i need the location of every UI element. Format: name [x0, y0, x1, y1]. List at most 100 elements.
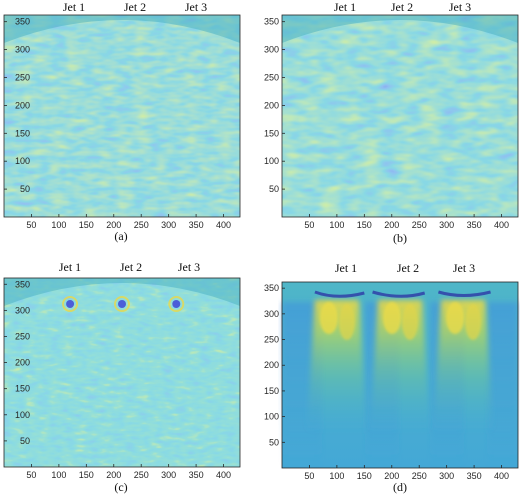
x-tick-label: 100 [329, 471, 344, 481]
y-tick-label: 100 [15, 156, 30, 166]
y-tick-label: 50 [269, 184, 279, 194]
y-tick-label: 100 [15, 410, 30, 420]
panel-c: 350 300 250 200 150 100 50 50 100 150 200 250 300 350… [3, 260, 241, 494]
panel-d: 350 300 250 200 150 100 50 50 100 150 200 250 300 350… [264, 261, 519, 494]
plume-core-right-1 [338, 304, 355, 340]
panel-caption: (d) [393, 480, 407, 494]
x-tick-label: 350 [467, 220, 482, 230]
x-tick-label: 400 [216, 470, 231, 480]
nozzle-region [4, 278, 240, 306]
jet-label-2: Jet 2 [124, 0, 146, 14]
jet-label-2: Jet 2 [397, 261, 419, 275]
jet-label-1: Jet 1 [63, 0, 85, 14]
axes-frame [3, 277, 241, 468]
low-velocity-gap-4 [487, 302, 518, 468]
x-tick-label: 250 [134, 470, 149, 480]
x-tick-label: 150 [79, 470, 94, 480]
y-tick-label: 350 [15, 17, 30, 27]
nozzle-region [4, 15, 240, 43]
jet-label-1: Jet 1 [59, 260, 81, 274]
y-tick-label: 200 [15, 100, 30, 110]
y-tick-label: 250 [264, 72, 279, 82]
x-tick-label: 50 [304, 220, 314, 230]
jet-label-3: Jet 3 [449, 0, 471, 14]
x-tick-label: 350 [467, 471, 482, 481]
x-tick-label: 350 [189, 470, 204, 480]
jet-label-2: Jet 2 [391, 0, 413, 14]
nozzle-edge [314, 290, 491, 298]
y-tick-label: 150 [264, 128, 279, 138]
jet-label-3: Jet 3 [453, 261, 475, 275]
x-tick-label: 300 [161, 470, 176, 480]
y-tick-label: 250 [15, 72, 30, 82]
x-tick-label: 300 [439, 471, 454, 481]
panel-a: 350 300 250 200 150 100 50 50 100 150 200 250 300 350… [3, 0, 241, 243]
x-tick-label: 300 [439, 220, 454, 230]
plume-core-right-2 [402, 304, 418, 340]
plume-core-left-1 [319, 302, 338, 334]
x-tick-label: 150 [357, 471, 372, 481]
x-tick-label: 200 [106, 220, 121, 230]
y-tick-label: 350 [264, 17, 279, 27]
x-tick-label: 400 [494, 471, 509, 481]
plume-core-left-2 [383, 302, 401, 334]
x-tick-label: 300 [161, 220, 176, 230]
axes-frame [3, 14, 241, 218]
y-tick-label: 300 [15, 305, 30, 315]
y-tick-label: 200 [264, 100, 279, 110]
panel-b: 350 300 250 200 150 100 50 50 100 150 200 250 300 350… [264, 0, 519, 245]
y-tick-label: 150 [15, 128, 30, 138]
y-tick-label: 250 [264, 335, 279, 345]
jet-label-1: Jet 1 [335, 261, 357, 275]
x-tick-label: 100 [51, 220, 66, 230]
x-tick-label: 200 [106, 470, 121, 480]
x-tick-label: 250 [412, 471, 427, 481]
jet-core-1 [66, 300, 75, 308]
plume-core-left-3 [446, 302, 465, 334]
y-tick-label: 50 [20, 184, 30, 194]
y-tick-label: 300 [264, 309, 279, 319]
y-tick-label: 150 [15, 384, 30, 394]
y-tick-label: 350 [264, 283, 279, 293]
plume-core-right-3 [465, 304, 482, 340]
turbulence-field [4, 278, 240, 467]
jet-core-3 [172, 300, 181, 308]
jet-label-3: Jet 3 [185, 0, 207, 14]
x-tick-label: 100 [51, 470, 66, 480]
x-tick-label: 250 [134, 220, 149, 230]
x-tick-label: 50 [26, 220, 36, 230]
x-tick-label: 400 [494, 220, 509, 230]
y-tick-label: 200 [264, 360, 279, 370]
jet-core-2 [118, 300, 126, 308]
y-tick-label: 200 [15, 358, 30, 368]
x-tick-label: 250 [412, 220, 427, 230]
y-tick-label: 150 [264, 386, 279, 396]
y-tick-label: 250 [15, 331, 30, 341]
y-tick-label: 300 [264, 45, 279, 55]
x-tick-label: 400 [216, 220, 231, 230]
jet-label-3: Jet 3 [178, 260, 200, 274]
y-tick-label: 100 [264, 412, 279, 422]
x-tick-label: 200 [384, 471, 399, 481]
turbulence-field [282, 15, 518, 217]
jet-label-1: Jet 1 [334, 0, 356, 14]
panel-caption: (a) [114, 229, 127, 243]
jet-exit-1 [62, 296, 79, 312]
panel-caption: (c) [114, 480, 127, 494]
y-tick-label: 50 [20, 436, 30, 446]
axes-frame [281, 14, 519, 218]
y-tick-label: 100 [264, 156, 279, 166]
jet-label-2: Jet 2 [120, 260, 142, 274]
panel-caption: (b) [393, 231, 407, 245]
y-tick-label: 50 [269, 437, 279, 447]
jet-exit-3 [168, 296, 185, 312]
x-tick-label: 50 [304, 471, 314, 481]
nozzle-region [282, 15, 518, 43]
x-tick-label: 100 [329, 220, 344, 230]
axes-frame [281, 281, 519, 469]
turbulence-field [4, 15, 240, 217]
x-tick-label: 150 [79, 220, 94, 230]
x-tick-label: 50 [26, 470, 36, 480]
jet-exit-2 [114, 296, 130, 312]
